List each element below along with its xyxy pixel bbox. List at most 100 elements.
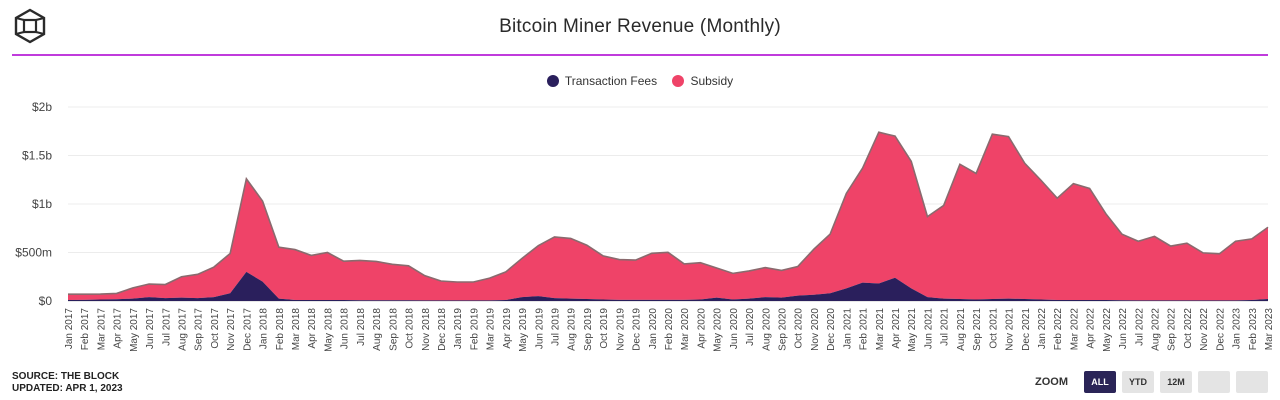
x-tick-label: Sep 2017 bbox=[194, 308, 205, 351]
x-tick-label: Jan 2021 bbox=[842, 308, 853, 350]
y-tick-label: $2b bbox=[32, 100, 52, 114]
x-tick-label: Nov 2020 bbox=[810, 308, 821, 351]
x-tick-label: Sep 2018 bbox=[388, 308, 399, 351]
x-tick-label: Jan 2023 bbox=[1232, 308, 1243, 350]
zoom-ytd-button[interactable]: YTD bbox=[1122, 371, 1154, 393]
x-tick-label: Sep 2022 bbox=[1167, 308, 1178, 351]
x-tick-label: Dec 2021 bbox=[1021, 308, 1032, 351]
x-tick-label: Jul 2019 bbox=[550, 308, 561, 346]
x-tick-label: Mar 2018 bbox=[291, 308, 302, 351]
x-tick-label: Jul 2018 bbox=[356, 308, 367, 346]
y-tick-label: $1.5b bbox=[22, 149, 52, 163]
x-tick-label: Feb 2018 bbox=[275, 308, 286, 351]
x-tick-label: Apr 2021 bbox=[891, 308, 902, 349]
x-tick-label: May 2018 bbox=[323, 308, 334, 352]
x-tick-label: Jul 2021 bbox=[940, 308, 951, 346]
x-tick-label: Oct 2022 bbox=[1183, 308, 1194, 349]
x-tick-label: Apr 2020 bbox=[696, 308, 707, 349]
x-tick-label: Jun 2019 bbox=[534, 308, 545, 350]
x-tick-label: Jan 2020 bbox=[648, 308, 659, 350]
x-tick-label: Feb 2023 bbox=[1248, 308, 1259, 351]
x-tick-label: Dec 2017 bbox=[242, 308, 253, 351]
legend-label-subsidy: Subsidy bbox=[690, 74, 734, 88]
x-tick-label: Jan 2017 bbox=[64, 308, 75, 350]
legend-item-fees[interactable]: Transaction Fees bbox=[546, 74, 658, 88]
x-tick-label: Jul 2022 bbox=[1134, 308, 1145, 346]
x-tick-label: Mar 2021 bbox=[875, 308, 886, 351]
x-tick-label: Nov 2021 bbox=[1005, 308, 1016, 351]
zoom-label: ZOOM bbox=[1035, 376, 1068, 388]
x-tick-label: Aug 2021 bbox=[956, 308, 967, 351]
x-tick-label: Mar 2020 bbox=[680, 308, 691, 351]
y-tick-label: $0 bbox=[39, 294, 53, 308]
x-tick-label: Jun 2020 bbox=[729, 308, 740, 350]
x-tick-label: Aug 2020 bbox=[761, 308, 772, 351]
x-tick-label: Nov 2022 bbox=[1199, 308, 1210, 351]
x-tick-label: May 2022 bbox=[1102, 308, 1113, 352]
source-note: SOURCE: THE BLOCK UPDATED: APR 1, 2023 bbox=[12, 371, 123, 395]
x-tick-label: Mar 2019 bbox=[486, 308, 497, 351]
x-tick-label: Sep 2019 bbox=[583, 308, 594, 351]
x-tick-label: Sep 2020 bbox=[778, 308, 789, 351]
legend-item-subsidy[interactable]: Subsidy bbox=[672, 74, 733, 88]
legend-label-fees: Transaction Fees bbox=[564, 74, 658, 88]
x-tick-label: Jan 2022 bbox=[1037, 308, 1048, 350]
x-tick-label: Oct 2021 bbox=[988, 308, 999, 349]
x-tick-label: May 2019 bbox=[518, 308, 529, 352]
x-tick-label: Mar 2023 bbox=[1264, 308, 1275, 351]
x-tick-label: Dec 2019 bbox=[632, 308, 643, 351]
x-tick-label: Feb 2020 bbox=[664, 308, 675, 351]
x-tick-label: Jan 2018 bbox=[259, 308, 270, 350]
x-tick-label: Jun 2021 bbox=[923, 308, 934, 350]
chart-legend: Transaction Fees Subsidy bbox=[0, 74, 1280, 88]
x-tick-label: Feb 2022 bbox=[1053, 308, 1064, 351]
x-tick-label: Mar 2017 bbox=[96, 308, 107, 351]
x-tick-label: Jun 2018 bbox=[340, 308, 351, 350]
x-tick-label: Jan 2019 bbox=[453, 308, 464, 350]
title-divider bbox=[12, 54, 1268, 56]
x-tick-label: Aug 2017 bbox=[178, 308, 189, 351]
x-tick-label: Dec 2022 bbox=[1215, 308, 1226, 351]
revenue-area-chart: $0 $500m $1b $1.5b $2b Jan 2017 Feb 2017 Mar 20… bbox=[15, 100, 1275, 352]
x-tick-label: May 2017 bbox=[129, 308, 140, 352]
x-tick-label: Sep 2021 bbox=[972, 308, 983, 351]
header: Bitcoin Miner Revenue (Monthly) bbox=[0, 0, 1280, 56]
zoom-all-button[interactable]: ALL bbox=[1084, 371, 1116, 393]
legend-dot-fees bbox=[546, 75, 559, 87]
x-tick-label: Nov 2017 bbox=[226, 308, 237, 351]
y-tick-label: $1b bbox=[32, 197, 52, 211]
series-area-subsidy bbox=[68, 132, 1268, 301]
zoom-extra-button-2[interactable] bbox=[1236, 371, 1268, 393]
x-tick-label: Dec 2020 bbox=[826, 308, 837, 351]
x-tick-label: Oct 2018 bbox=[405, 308, 416, 349]
series-area-transaction-fees bbox=[68, 271, 1268, 301]
x-tick-label: Feb 2021 bbox=[859, 308, 870, 351]
x-tick-label: Oct 2019 bbox=[599, 308, 610, 349]
x-tick-label: May 2021 bbox=[907, 308, 918, 352]
x-tick-label: Mar 2022 bbox=[1069, 308, 1080, 351]
zoom-controls: ZOOM ALL YTD 12M bbox=[1035, 371, 1268, 393]
legend-dot-subsidy bbox=[672, 75, 685, 87]
x-tick-label: Aug 2022 bbox=[1150, 308, 1161, 351]
x-tick-label: Nov 2018 bbox=[421, 308, 432, 351]
updated-label: UPDATED: APR 1, 2023 bbox=[12, 383, 123, 394]
zoom-extra-button-1[interactable] bbox=[1198, 371, 1230, 393]
x-tick-label: Jun 2017 bbox=[145, 308, 156, 350]
y-tick-label: $500m bbox=[15, 246, 52, 260]
page-title: Bitcoin Miner Revenue (Monthly) bbox=[499, 16, 781, 37]
source-label: SOURCE: THE BLOCK bbox=[12, 371, 120, 382]
x-tick-label: Oct 2017 bbox=[210, 308, 221, 349]
x-tick-label: Jul 2017 bbox=[161, 308, 172, 346]
series-line-subsidy bbox=[68, 131, 1269, 296]
x-tick-label: Oct 2020 bbox=[794, 308, 805, 349]
cube-logo-icon bbox=[14, 8, 46, 44]
x-tick-label: Jul 2020 bbox=[745, 308, 756, 346]
x-tick-label: May 2020 bbox=[713, 308, 724, 352]
x-tick-label: Aug 2018 bbox=[372, 308, 383, 351]
x-tick-label: Apr 2017 bbox=[113, 308, 124, 349]
x-tick-label: Dec 2018 bbox=[437, 308, 448, 351]
x-tick-label: Aug 2019 bbox=[567, 308, 578, 351]
x-tick-label: Apr 2018 bbox=[307, 308, 318, 349]
x-tick-label: Apr 2022 bbox=[1086, 308, 1097, 349]
zoom-12m-button[interactable]: 12M bbox=[1160, 371, 1192, 393]
